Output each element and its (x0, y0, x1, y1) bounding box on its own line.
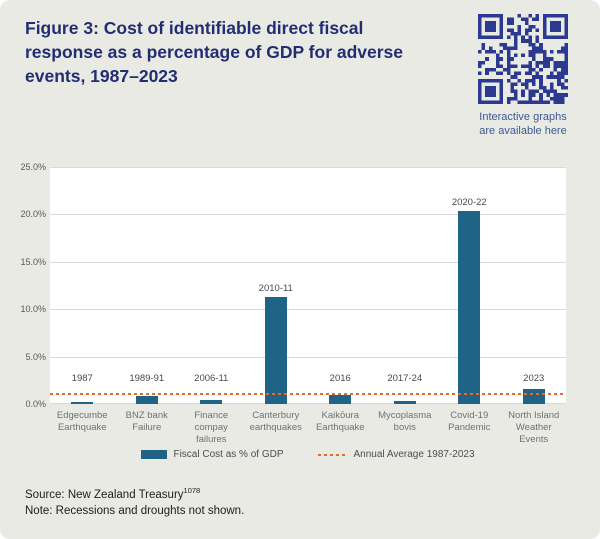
bar-period-label: 2017-24 (387, 372, 423, 384)
y-tick-label: 0.0% (25, 399, 46, 409)
y-tick-label: 5.0% (25, 351, 46, 362)
gridline (50, 167, 566, 168)
source-footnote: 1078 (183, 486, 201, 495)
bar-period-label: 2016 (329, 372, 351, 384)
category-label: Edgecumbe Earthquake (56, 410, 108, 433)
bar-period-label: 2020-22 (451, 196, 487, 208)
bar-period-label: 1987 (71, 372, 93, 384)
qr-caption-line1: Interactive graphs (479, 111, 567, 123)
qr-caption: Interactive graphs are available here (468, 110, 578, 138)
category-label: BNZ bank Failure (125, 410, 168, 433)
gridline (50, 403, 566, 404)
legend-bar-swatch-icon (141, 450, 168, 459)
category-label: North Island Weather Events (508, 410, 560, 445)
bar-period-label: 2023 (523, 372, 545, 384)
qr-caption-line2: are available here (479, 125, 567, 137)
bar-2016 (329, 395, 352, 404)
bar-2017-24 (393, 401, 416, 404)
legend-item-annual-average: Annual Average 1987-2023 (317, 449, 475, 460)
gridline (50, 356, 566, 358)
bar-period-label: 2006-11 (194, 372, 229, 384)
legend-item-fiscal-cost: Fiscal Cost as % of GDP (141, 449, 284, 460)
qr-block: Interactive graphs are available here (468, 14, 578, 138)
y-tick-label: 20.0% (20, 209, 46, 220)
x-axis-labels: Edgecumbe Earthquake BNZ bank Failure Fina… (50, 410, 566, 446)
category-label: Mycoplasma bovis (378, 410, 432, 433)
figure-title: Figure 3: Cost of identifiable direct fi… (25, 18, 404, 86)
legend-label: Annual Average 1987-2023 (353, 449, 475, 460)
plot-area: 1987 1989-91 2006-11 2010-11 2016 2017-24 2020… (50, 167, 566, 404)
note-line: Note: Recessions and droughts not shown. (25, 504, 245, 517)
chart-legend: Fiscal Cost as % of GDP Annual Average 1… (50, 449, 566, 460)
gridline (50, 261, 566, 263)
qr-code-icon (478, 14, 568, 104)
gridline (50, 309, 566, 311)
bar-period-label: 2010-11 (258, 282, 293, 294)
y-tick-label: 15.0% (20, 256, 46, 267)
bar-period-label: 1989-91 (129, 372, 165, 384)
category-label: Kaikōura Earthquake (315, 410, 365, 433)
bar-2010-11 (264, 296, 287, 404)
bar-2006-11 (200, 400, 223, 404)
category-label: Canterbury earthquakes (249, 410, 302, 433)
bar-1987 (71, 402, 94, 404)
gridline (50, 214, 566, 216)
legend-label: Fiscal Cost as % of GDP (173, 449, 284, 460)
source-line: Source: New Zealand Treasury1078 (25, 483, 244, 503)
bar-1989-91 (135, 396, 158, 404)
bar-2020-22 (458, 210, 481, 404)
y-tick-label: 25.0% (20, 162, 46, 172)
annual-average-line (50, 392, 566, 395)
category-label: Finance compay failures (194, 410, 229, 445)
figure-footer: Source: New Zealand Treasury1078 Note: R… (25, 483, 244, 519)
bar-2023 (522, 388, 545, 404)
category-label: Covid-19 Pandemic (448, 410, 491, 433)
source-text: Source: New Zealand Treasury (25, 488, 184, 501)
legend-dotted-line-swatch-icon (317, 453, 348, 456)
y-tick-label: 10.0% (20, 304, 46, 315)
